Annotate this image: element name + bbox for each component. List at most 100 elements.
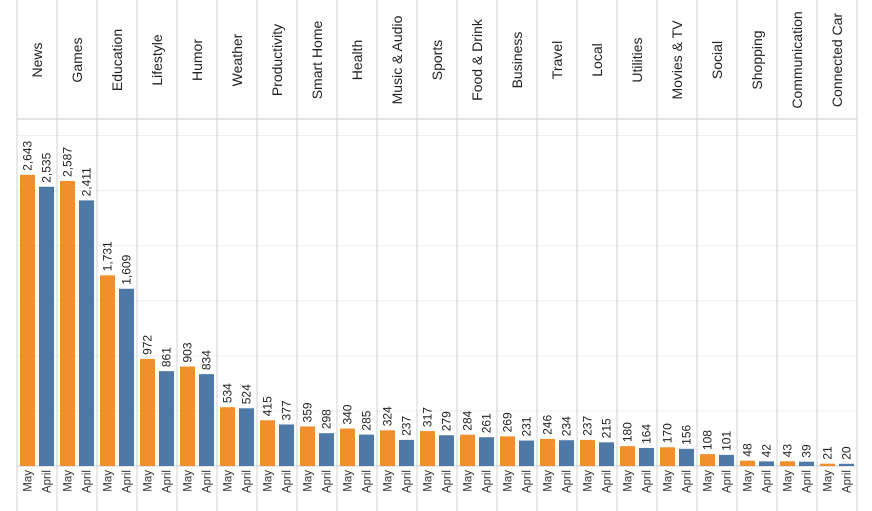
bar-april (519, 440, 534, 466)
bar-may (500, 436, 515, 466)
bar-april (679, 448, 694, 466)
value-label: 324 (381, 406, 395, 426)
category-label: Movies & TV (669, 20, 685, 100)
x-tick-label: April (242, 470, 254, 493)
x-tick-label: May (783, 470, 795, 492)
value-label: 156 (680, 424, 694, 444)
category-label: Utilities (629, 37, 645, 82)
value-label: 108 (701, 430, 715, 450)
value-label: 834 (200, 350, 214, 370)
x-tick-label: May (663, 470, 675, 492)
x-tick-label: April (362, 470, 374, 493)
bar-may (180, 366, 195, 466)
bar-may (620, 446, 635, 466)
value-label: 972 (141, 335, 155, 355)
x-tick-label: April (802, 470, 814, 493)
bar-april (239, 408, 254, 466)
value-label: 261 (480, 413, 494, 433)
category-label: Social (709, 41, 725, 79)
bar-may (580, 439, 595, 466)
value-label: 43 (781, 444, 795, 458)
value-label: 164 (640, 424, 654, 444)
value-label: 861 (160, 347, 174, 367)
x-tick-label: April (682, 470, 694, 493)
x-tick-label: April (202, 470, 214, 493)
bar-april (799, 461, 814, 466)
x-tick-label: April (322, 470, 334, 493)
bar-may (220, 407, 235, 466)
bar-may (60, 181, 75, 467)
value-label: 415 (261, 396, 275, 416)
value-label: 237 (400, 416, 414, 436)
bar-may (660, 447, 675, 466)
value-label: 1,731 (101, 241, 115, 271)
x-tick-label: April (642, 470, 654, 493)
bar-april (759, 461, 774, 466)
x-tick-label: May (223, 470, 235, 492)
grid-lines (17, 135, 857, 412)
value-label: 2,643 (21, 140, 35, 170)
value-label: 101 (720, 431, 734, 451)
bar-may (460, 434, 475, 466)
category-label: Food & Drink (469, 18, 485, 101)
x-tick-label: May (63, 470, 75, 492)
category-label: Productivity (269, 24, 285, 96)
x-tick-label: May (623, 470, 635, 492)
x-tick-label: May (143, 470, 155, 492)
bar-may (820, 463, 835, 466)
bar-may (380, 430, 395, 466)
category-label: Humor (189, 39, 205, 81)
category-label: Sports (429, 40, 445, 80)
value-label: 1,609 (120, 254, 134, 284)
bar-april (719, 454, 734, 466)
bar-may (140, 358, 155, 466)
category-label: Communication (789, 11, 805, 108)
bar-april (319, 433, 334, 466)
x-tick-label: April (522, 470, 534, 493)
x-tick-label: April (82, 470, 94, 493)
value-label: 534 (221, 383, 235, 403)
bar-april (479, 437, 494, 466)
bar-may (300, 426, 315, 466)
category-label: Local (589, 43, 605, 76)
bar-may (700, 454, 715, 466)
x-tick-label: April (762, 470, 774, 493)
x-tick-label: May (383, 470, 395, 492)
category-label: Weather (229, 33, 245, 86)
bar-april (159, 371, 174, 466)
value-label: 234 (560, 416, 574, 436)
value-label: 359 (301, 402, 315, 422)
category-label: Travel (549, 41, 565, 79)
x-tick-label: May (23, 470, 35, 492)
bar-april (559, 440, 574, 466)
value-label: 2,587 (61, 147, 75, 177)
value-label: 2,535 (40, 152, 54, 182)
x-tick-label: April (42, 470, 54, 493)
x-tick-label: May (543, 470, 555, 492)
bar-may (340, 428, 355, 466)
value-label: 231 (520, 416, 534, 436)
value-label: 215 (600, 418, 614, 438)
bar-april (279, 424, 294, 466)
category-label: Business (509, 32, 525, 89)
value-label: 39 (800, 444, 814, 458)
bar-may (740, 460, 755, 466)
value-label: 20 (840, 446, 854, 460)
value-label: 180 (621, 422, 635, 442)
value-label: 377 (280, 400, 294, 420)
x-tick-label: April (602, 470, 614, 493)
x-tick-label: April (482, 470, 494, 493)
category-label: Education (109, 29, 125, 91)
x-tick-label: May (503, 470, 515, 492)
value-label: 48 (741, 443, 755, 457)
value-label: 246 (541, 415, 555, 435)
x-tick-label: May (343, 470, 355, 492)
x-tick-label: May (423, 470, 435, 492)
value-label: 298 (320, 409, 334, 429)
bar-april (399, 439, 414, 466)
category-label: Health (349, 40, 365, 80)
value-label: 524 (240, 384, 254, 404)
x-tick-label: April (122, 470, 134, 493)
bar-april (359, 434, 374, 466)
